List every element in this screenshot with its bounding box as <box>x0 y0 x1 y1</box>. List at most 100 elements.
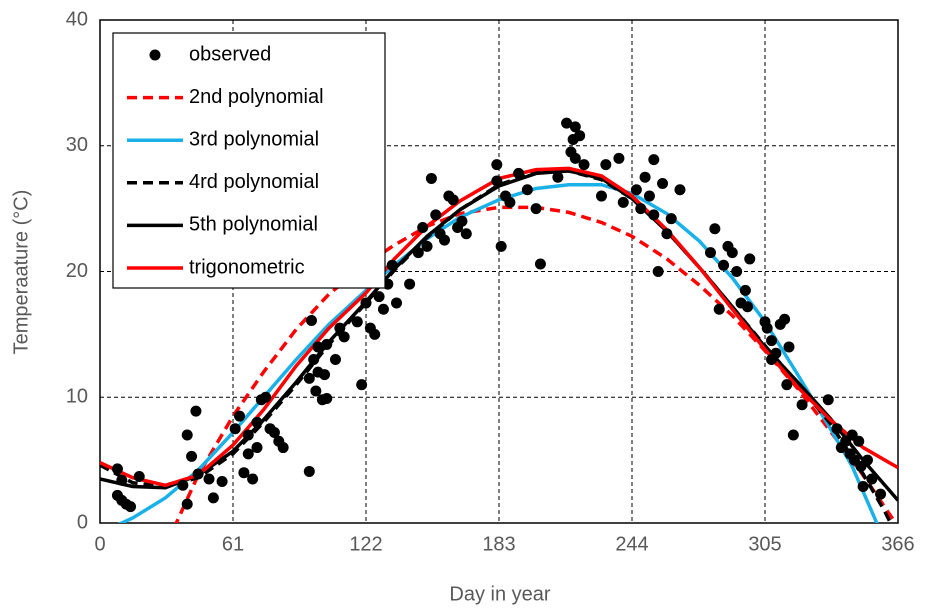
data-point <box>192 468 204 480</box>
data-point <box>504 196 516 208</box>
data-point <box>438 234 450 246</box>
x-tick-label: 122 <box>349 533 382 555</box>
data-point <box>308 354 320 366</box>
data-point <box>744 253 756 265</box>
data-point <box>177 479 189 491</box>
data-point <box>853 435 865 447</box>
x-tick-label: 366 <box>881 533 914 555</box>
data-point <box>766 335 778 347</box>
data-point <box>303 372 315 384</box>
data-point <box>242 448 254 460</box>
legend-marker <box>149 49 161 61</box>
data-point <box>569 121 581 133</box>
data-point <box>661 228 673 240</box>
data-point <box>351 316 363 328</box>
data-point <box>338 331 350 343</box>
legend-box <box>112 32 386 289</box>
data-point <box>386 259 398 271</box>
data-point <box>857 481 869 493</box>
data-point <box>552 171 564 183</box>
data-point <box>305 315 317 327</box>
y-tick-label: 0 <box>77 511 88 533</box>
data-point <box>268 426 280 438</box>
data-point <box>447 194 459 206</box>
data-point <box>761 322 773 334</box>
data-point <box>377 303 389 315</box>
data-point <box>726 247 738 259</box>
data-point <box>574 130 586 142</box>
data-point <box>643 190 655 202</box>
x-tick-label: 305 <box>748 533 781 555</box>
data-point <box>657 177 669 189</box>
data-point <box>569 152 581 164</box>
data-point <box>495 240 507 252</box>
data-point <box>617 196 629 208</box>
data-point <box>787 429 799 441</box>
data-point <box>718 259 730 271</box>
data-point <box>125 501 137 513</box>
data-point <box>310 385 322 397</box>
data-point <box>319 369 331 381</box>
data-point <box>247 473 259 485</box>
x-tick-label: 0 <box>94 533 105 555</box>
legend-label: 4rd polynomial <box>189 171 319 193</box>
data-point <box>334 322 346 334</box>
data-point <box>329 354 341 366</box>
data-point <box>665 213 677 225</box>
data-point <box>133 470 145 482</box>
data-point <box>635 203 647 215</box>
data-point <box>561 117 573 129</box>
line-series <box>117 182 879 523</box>
data-point <box>822 394 834 406</box>
x-tick-label: 61 <box>222 533 244 555</box>
data-point <box>369 328 381 340</box>
data-point <box>430 209 442 221</box>
data-point <box>595 190 607 202</box>
legend-label: observed <box>189 43 271 65</box>
data-point <box>779 313 791 325</box>
data-point <box>648 209 660 221</box>
data-point <box>709 223 721 235</box>
data-point <box>421 240 433 252</box>
data-point <box>356 379 368 391</box>
data-point <box>186 450 198 462</box>
y-axis-title: Temperaature (°C) <box>10 190 32 355</box>
plot-area <box>100 117 898 523</box>
legend-label: 5th polynomial <box>189 214 318 236</box>
data-point <box>713 303 725 315</box>
data-point <box>391 297 403 309</box>
data-point <box>652 266 664 277</box>
data-point <box>613 152 625 164</box>
data-point <box>360 297 372 309</box>
y-tick-label: 20 <box>66 260 88 282</box>
data-point <box>770 347 782 359</box>
x-tick-label: 244 <box>615 533 648 555</box>
data-point <box>238 467 250 479</box>
data-point <box>534 258 546 270</box>
plot-frame <box>99 19 899 524</box>
data-point <box>861 454 873 466</box>
data-point <box>674 184 686 196</box>
data-point <box>639 171 651 183</box>
x-tick-label: 183 <box>482 533 515 555</box>
data-point <box>251 442 263 454</box>
data-point <box>796 399 808 411</box>
data-point <box>216 476 228 488</box>
data-point <box>181 429 193 441</box>
data-point <box>303 465 315 477</box>
data-point <box>234 410 246 422</box>
data-point <box>373 291 385 303</box>
data-point <box>116 474 128 486</box>
data-point <box>312 341 324 353</box>
data-point <box>190 405 202 417</box>
data-point <box>831 423 843 435</box>
data-point <box>491 159 503 171</box>
data-point <box>260 391 272 403</box>
data-point <box>404 278 416 290</box>
data-point <box>742 301 754 313</box>
data-point <box>277 442 289 454</box>
data-point <box>781 379 793 391</box>
data-point <box>417 221 429 233</box>
x-axis-title: Day in year <box>449 583 550 605</box>
